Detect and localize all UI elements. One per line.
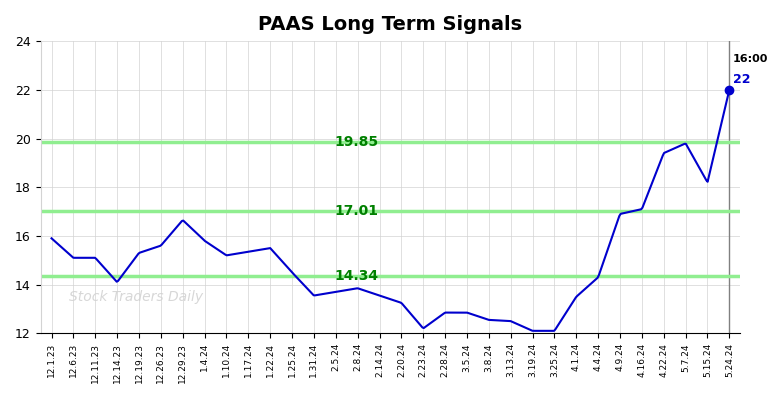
Text: 22: 22 [732,72,750,86]
Text: 16:00: 16:00 [732,54,768,64]
Text: 14.34: 14.34 [335,269,379,283]
Text: 19.85: 19.85 [335,135,379,149]
Text: 17.01: 17.01 [335,204,379,218]
Text: Stock Traders Daily: Stock Traders Daily [68,290,203,304]
Title: PAAS Long Term Signals: PAAS Long Term Signals [259,15,522,34]
